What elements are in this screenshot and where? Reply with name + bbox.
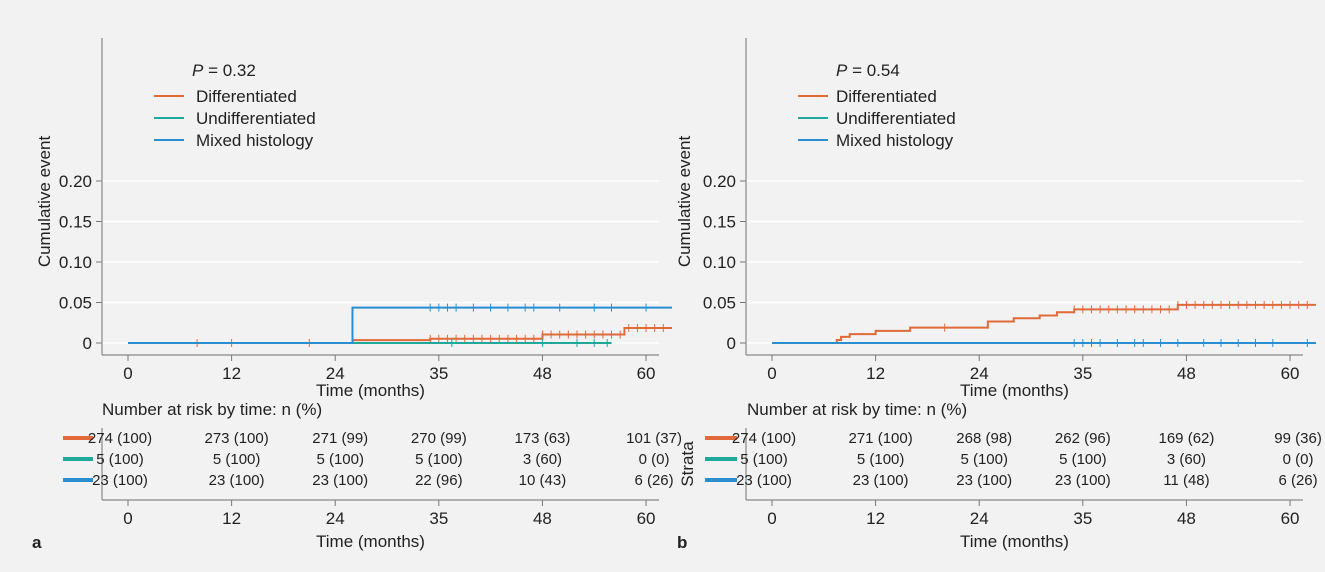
risk-table-title: Number at risk by time: n (%) <box>747 400 967 419</box>
risk-x-tick-label: 35 <box>429 509 448 528</box>
risk-table-cell: 274 (100) <box>88 430 152 447</box>
risk-table-cell: 273 (100) <box>205 430 269 447</box>
risk-table-cell: 23 (100) <box>736 472 792 489</box>
panel-b: 0 0.05 0.10 0.15 0.20 0 12 24 35 48 60 Time (months… <box>675 38 1322 552</box>
series-line-0 <box>772 303 1316 344</box>
risk-x-tick-label: 0 <box>767 509 776 528</box>
risk-x-tick-label: 60 <box>1281 509 1300 528</box>
strata-label: Strata <box>678 441 697 487</box>
y-tick-label: 0.05 <box>59 294 92 313</box>
y-axis-label: Cumulative event <box>35 136 54 268</box>
x-tick-label: 48 <box>533 364 552 383</box>
risk-table-cell: 5 (100) <box>96 451 144 468</box>
risk-x-tick-label: 35 <box>1073 509 1092 528</box>
x-tick-label: 35 <box>429 364 448 383</box>
risk-table-cell: 3 (60) <box>523 451 562 468</box>
p-symbol: P <box>192 61 204 80</box>
risk-table-cell: 271 (99) <box>312 430 368 447</box>
risk-table-cell: 101 (37) <box>626 430 682 447</box>
risk-table-cell: 10 (43) <box>519 472 567 489</box>
y-tick-label: 0.20 <box>59 172 92 191</box>
x-tick-label: 24 <box>970 364 989 383</box>
x-tick-label: 60 <box>1281 364 1300 383</box>
risk-table-cell: 22 (96) <box>415 472 463 489</box>
risk-table-cell: 6 (26) <box>634 472 673 489</box>
risk-x-tick-label: 24 <box>970 509 989 528</box>
risk-x-tick-label: 12 <box>866 509 885 528</box>
y-tick-label: 0 <box>83 334 92 353</box>
x-tick-label: 12 <box>222 364 241 383</box>
risk-x-tick-label: 12 <box>222 509 241 528</box>
panel-letter: a <box>32 533 42 552</box>
risk-table-cell: 5 (100) <box>740 451 788 468</box>
x-tick-label: 24 <box>326 364 345 383</box>
risk-table-cell: 23 (100) <box>209 472 265 489</box>
risk-table-cell: 5 (100) <box>857 451 905 468</box>
legend-label: Differentiated <box>196 87 297 106</box>
risk-table-cell: 5 (100) <box>213 451 261 468</box>
risk-table-cell: 5 (100) <box>1059 451 1107 468</box>
legend-label: Undifferentiated <box>196 109 316 128</box>
risk-table-cell: 169 (62) <box>1159 430 1215 447</box>
panel-letter: b <box>677 533 687 552</box>
risk-table-cell: 270 (99) <box>411 430 467 447</box>
x-tick-label: 48 <box>1177 364 1196 383</box>
x-tick-label: 0 <box>123 364 132 383</box>
y-tick-label: 0.15 <box>59 213 92 232</box>
y-tick-label: 0 <box>727 334 736 353</box>
panel-a: 0 0.05 0.10 0.15 0.20 0 12 24 35 48 60 Time (months… <box>32 38 682 552</box>
p-value-label: P = 0.32 <box>192 61 256 80</box>
risk-x-tick-label: 24 <box>326 509 345 528</box>
x-tick-label: 12 <box>866 364 885 383</box>
legend-label: Mixed histology <box>836 131 954 150</box>
risk-table-title: Number at risk by time: n (%) <box>102 400 322 419</box>
risk-x-axis-label: Time (months) <box>316 532 425 551</box>
p-value-label: P = 0.54 <box>836 61 900 80</box>
y-tick-label: 0.15 <box>703 213 736 232</box>
risk-table-cell: 23 (100) <box>1055 472 1111 489</box>
risk-table-cell: 173 (63) <box>515 430 571 447</box>
legend-label: Mixed histology <box>196 131 314 150</box>
risk-table-cell: 6 (26) <box>1278 472 1317 489</box>
risk-table-cell: 0 (0) <box>1283 451 1314 468</box>
risk-table-cell: 99 (36) <box>1274 430 1322 447</box>
risk-table-cell: 271 (100) <box>849 430 913 447</box>
y-axis-label: Cumulative event <box>675 136 694 268</box>
x-axis-label: Time (months) <box>316 381 425 400</box>
y-tick-label: 0.10 <box>59 253 92 272</box>
risk-table-cell: 23 (100) <box>956 472 1012 489</box>
risk-table-cell: 268 (98) <box>956 430 1012 447</box>
risk-table-cell: 23 (100) <box>92 472 148 489</box>
y-tick-label: 0.20 <box>703 172 736 191</box>
x-tick-label: 60 <box>637 364 656 383</box>
risk-x-tick-label: 0 <box>123 509 132 528</box>
p-symbol: P <box>836 61 848 80</box>
risk-table-cell: 5 (100) <box>316 451 364 468</box>
risk-table-cell: 23 (100) <box>312 472 368 489</box>
series-line-2 <box>128 306 672 344</box>
x-tick-label: 0 <box>767 364 776 383</box>
y-tick-label: 0.10 <box>703 253 736 272</box>
risk-table-cell: 23 (100) <box>853 472 909 489</box>
x-tick-label: 35 <box>1073 364 1092 383</box>
series-line-0 <box>128 327 672 344</box>
risk-table-cell: 262 (96) <box>1055 430 1111 447</box>
y-tick-label: 0.05 <box>703 294 736 313</box>
risk-x-tick-label: 48 <box>533 509 552 528</box>
legend-label: Differentiated <box>836 87 937 106</box>
risk-table-cell: 3 (60) <box>1167 451 1206 468</box>
p-value: = 0.54 <box>847 61 899 80</box>
risk-x-axis-label: Time (months) <box>960 532 1069 551</box>
risk-x-tick-label: 60 <box>637 509 656 528</box>
risk-table-cell: 274 (100) <box>732 430 796 447</box>
risk-table-cell: 5 (100) <box>960 451 1008 468</box>
risk-table-cell: 11 (48) <box>1163 472 1209 489</box>
legend-label: Undifferentiated <box>836 109 956 128</box>
risk-table-cell: 0 (0) <box>639 451 670 468</box>
x-axis-label: Time (months) <box>960 381 1069 400</box>
risk-table-cell: 5 (100) <box>415 451 463 468</box>
p-value: = 0.32 <box>203 61 255 80</box>
risk-x-tick-label: 48 <box>1177 509 1196 528</box>
